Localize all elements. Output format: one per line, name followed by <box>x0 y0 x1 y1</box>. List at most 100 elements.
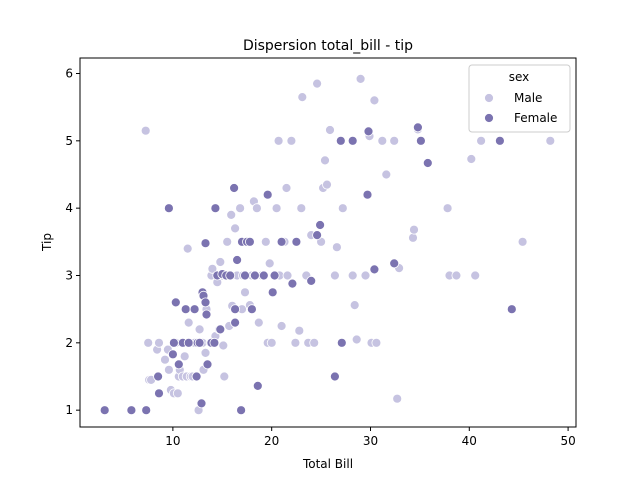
data-point-male <box>369 95 380 106</box>
data-point-male <box>172 388 183 399</box>
data-point-male <box>294 325 305 336</box>
chart-title: Dispersion total_bill - tip <box>243 38 413 54</box>
data-point-female <box>240 270 250 281</box>
data-point-male <box>517 236 528 247</box>
data-point-female <box>315 220 326 230</box>
data-point-male <box>309 337 320 348</box>
data-point-female <box>196 398 207 409</box>
data-point-female <box>173 359 184 370</box>
data-point-female <box>336 337 347 348</box>
data-point-female <box>210 203 221 214</box>
data-point-female <box>329 371 340 382</box>
data-point-male <box>355 74 366 84</box>
legend-label-female: Female <box>514 111 557 125</box>
y-tick-label: 3 <box>65 268 73 282</box>
data-point-male <box>329 270 340 281</box>
data-point-male <box>392 393 403 404</box>
data-point-female <box>362 189 373 200</box>
data-point-female <box>180 304 191 315</box>
data-point-male <box>470 270 481 281</box>
data-point-female <box>412 122 423 133</box>
data-point-female <box>276 236 287 247</box>
data-point-male <box>271 203 282 214</box>
data-point-male <box>281 183 292 193</box>
data-point-male <box>200 347 211 358</box>
data-point-female <box>170 297 181 308</box>
data-point-male <box>325 125 335 135</box>
x-tick-label: 20 <box>264 434 279 448</box>
y-axis-label: Tip <box>40 233 54 252</box>
points-layer <box>99 74 556 416</box>
data-point-female <box>269 270 280 281</box>
data-point-female <box>225 270 236 281</box>
legend: sex Male Female <box>468 64 571 133</box>
data-point-female <box>494 135 505 146</box>
data-point-female <box>363 126 374 137</box>
data-point-male <box>389 135 400 146</box>
data-point-male <box>290 337 301 348</box>
y-tick-label: 4 <box>65 201 73 215</box>
data-point-female <box>249 270 260 281</box>
data-point-male <box>194 324 205 335</box>
data-point-female <box>347 135 358 146</box>
data-point-male <box>442 203 453 214</box>
y-tick-label: 6 <box>65 66 73 80</box>
data-point-male <box>230 223 241 234</box>
plot-frame <box>79 57 577 428</box>
data-point-male <box>140 125 151 136</box>
data-point-male <box>266 337 277 348</box>
data-point-male <box>251 203 262 214</box>
data-point-male <box>320 155 330 166</box>
data-point-female <box>167 349 178 360</box>
data-point-female <box>252 380 263 391</box>
data-point-female <box>189 304 200 315</box>
y-tick-label: 5 <box>65 134 73 148</box>
data-point-male <box>182 243 193 254</box>
data-point-male <box>253 317 264 328</box>
data-point-female <box>236 405 247 416</box>
data-point-male <box>260 236 271 247</box>
data-point-male <box>179 351 190 362</box>
data-point-male <box>215 257 226 267</box>
x-axis: 10 20 30 40 50 <box>165 427 576 448</box>
legend-box <box>468 64 571 133</box>
x-tick-label: 50 <box>560 434 575 448</box>
data-point-female <box>287 278 298 289</box>
data-point-female <box>312 230 323 241</box>
data-point-male <box>163 364 174 375</box>
data-point-female <box>335 135 346 146</box>
data-point-female <box>153 371 164 382</box>
data-point-male <box>264 258 275 269</box>
data-point-female <box>200 297 211 308</box>
data-point-female <box>215 324 226 335</box>
data-point-female <box>230 317 241 328</box>
y-tick-label: 2 <box>65 336 73 350</box>
data-point-female <box>201 309 212 320</box>
data-point-male <box>226 209 237 220</box>
data-point-male <box>240 287 250 298</box>
data-point-male <box>409 224 419 235</box>
data-point-female <box>244 236 255 247</box>
data-point-male <box>276 321 287 331</box>
data-point-female <box>389 258 400 269</box>
data-point-female <box>306 275 317 286</box>
data-point-male <box>219 371 230 382</box>
data-point-male <box>273 135 284 146</box>
data-point-male <box>296 203 307 214</box>
y-tick-label: 1 <box>65 403 73 417</box>
data-point-female <box>369 264 380 275</box>
legend-label-male: Male <box>514 91 542 105</box>
data-point-female <box>262 189 273 200</box>
data-point-male <box>545 135 556 146</box>
data-point-female <box>291 236 302 247</box>
data-point-female <box>163 203 174 214</box>
x-tick-label: 30 <box>363 434 378 448</box>
legend-title: sex <box>509 70 530 84</box>
data-point-male <box>183 317 194 328</box>
data-point-female <box>194 337 205 348</box>
data-point-female <box>141 405 152 416</box>
data-point-male <box>337 203 348 214</box>
data-point-male <box>322 179 332 190</box>
